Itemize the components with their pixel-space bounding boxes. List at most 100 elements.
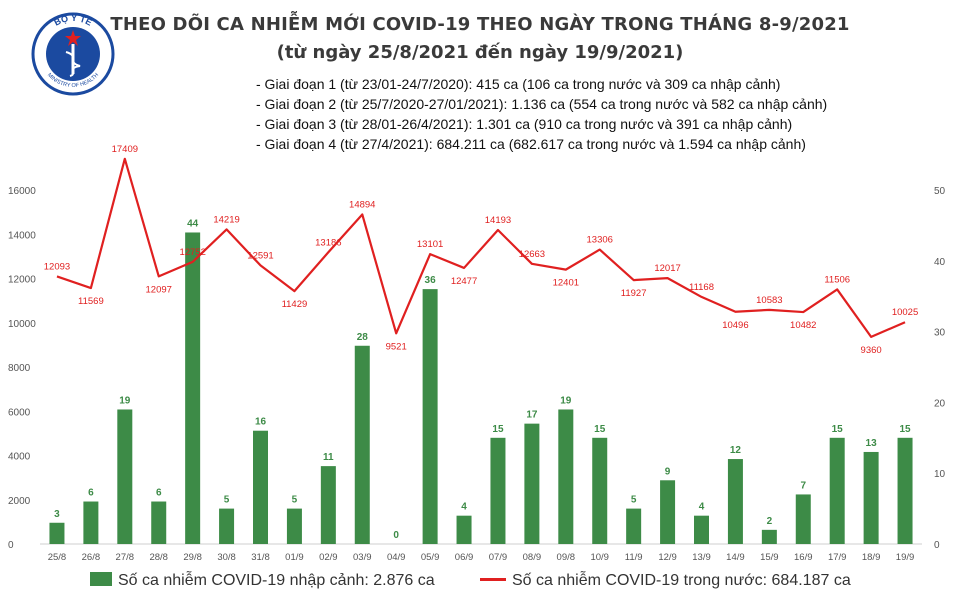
bar-imported-cases: [829, 437, 845, 544]
legend-line-swatch: [480, 578, 506, 581]
line-data-label: 12097: [146, 284, 172, 295]
phase-line: - Giai đoạn 2 (từ 25/7/2020-27/01/2021):…: [256, 96, 828, 112]
line-data-label: 11506: [824, 274, 850, 285]
bar-imported-cases: [151, 501, 167, 544]
x-tick-label: 30/8: [217, 552, 236, 563]
bar-data-label: 5: [224, 495, 230, 506]
x-tick-label: 27/8: [116, 552, 135, 563]
y-right-tick-label: 0: [934, 540, 940, 551]
bar-imported-cases: [897, 437, 913, 544]
y-left-tick-label: 4000: [8, 452, 31, 463]
x-tick-label: 14/9: [726, 552, 745, 563]
y-left-tick-label: 10000: [8, 319, 36, 330]
bar-imported-cases: [626, 508, 642, 544]
bar-data-label: 15: [594, 424, 606, 435]
line-data-label: 12477: [451, 276, 477, 287]
phase-summary: - Giai đoạn 1 (từ 23/01-24/7/2020): 415 …: [256, 74, 827, 154]
bar-data-label: 17: [526, 410, 538, 421]
x-tick-label: 29/8: [183, 552, 202, 563]
line-data-label: 14219: [213, 214, 239, 225]
bar-data-label: 4: [699, 502, 705, 513]
bar-imported-cases: [83, 501, 99, 544]
line-data-label: 11429: [282, 299, 308, 310]
bar-imported-cases: [185, 232, 201, 545]
bar-imported-cases: [49, 522, 65, 544]
line-data-label: 10482: [790, 320, 816, 331]
line-data-label: 10025: [892, 307, 918, 318]
line-data-label: 17409: [112, 144, 138, 155]
y-left-tick-label: 8000: [8, 363, 31, 374]
y-left-tick-label: 2000: [8, 496, 31, 507]
x-tick-label: 05/9: [421, 552, 440, 563]
line-data-label: 11927: [621, 288, 647, 299]
bar-data-label: 28: [357, 332, 369, 343]
bar-data-label: 5: [631, 495, 637, 506]
bar-imported-cases: [727, 459, 743, 544]
chart-subtitle: (từ ngày 25/8/2021 đến ngày 19/9/2021): [276, 42, 684, 63]
line-data-label: 12752: [179, 247, 205, 258]
legend-line-entry: Số ca nhiễm COVID-19 trong nước: 684.187…: [480, 572, 851, 590]
bar-imported-cases: [253, 430, 268, 544]
bar-imported-cases: [524, 423, 540, 544]
bar-data-label: 44: [187, 218, 199, 229]
x-tick-label: 02/9: [319, 552, 338, 563]
bar-data-label: 0: [393, 530, 399, 541]
bar-imported-cases: [694, 515, 709, 544]
line-data-label: 11168: [689, 282, 714, 293]
x-tick-label: 11/9: [625, 552, 643, 563]
line-data-label: 10583: [756, 295, 782, 306]
logo-top-text: BỘ Y TẾ: [52, 12, 93, 27]
x-tick-label: 01/9: [285, 552, 304, 563]
x-tick-label: 17/9: [828, 552, 847, 563]
y-right-tick-label: 30: [934, 328, 946, 339]
bar-data-label: 3: [54, 509, 60, 520]
bar-data-label: 12: [730, 445, 742, 456]
x-tick-label: 09/8: [557, 552, 576, 563]
x-tick-label: 18/9: [862, 552, 881, 563]
y-right-tick-label: 50: [934, 186, 946, 197]
bar-data-label: 4: [461, 502, 467, 513]
line-data-label: 12017: [654, 263, 680, 274]
bar-data-label: 15: [899, 424, 911, 435]
legend-bar-entry: Số ca nhiễm COVID-19 nhập cảnh: 2.876 ca: [90, 572, 435, 590]
line-data-label: 14894: [349, 199, 375, 210]
bar-data-label: 16: [255, 417, 267, 428]
bar-data-label: 9: [665, 466, 671, 477]
line-data-label: 12401: [553, 278, 579, 289]
bar-data-label: 5: [292, 495, 298, 506]
phase-line: - Giai đoạn 3 (từ 28/01-26/4/2021): 1.30…: [256, 116, 793, 132]
line-data-label: 14193: [485, 215, 511, 226]
bar-imported-cases: [320, 466, 336, 544]
y-left-tick-label: 14000: [8, 230, 36, 241]
line-data-label: 9521: [386, 341, 407, 352]
line-data-label: 13101: [417, 239, 443, 250]
bar-imported-cases: [761, 529, 777, 544]
x-tick-label: 06/9: [455, 552, 474, 563]
y-left-tick-label: 12000: [8, 275, 36, 286]
x-tick-label: 31/8: [251, 552, 270, 563]
line-data-label: 12591: [247, 250, 273, 261]
x-tick-label: 13/9: [692, 552, 711, 563]
x-tick-label: 15/9: [760, 552, 779, 563]
ministry-of-health-logo: BỘ Y TẾ MINISTRY OF HEALTH: [31, 12, 115, 96]
x-tick-label: 10/9: [590, 552, 609, 563]
bar-imported-cases: [422, 289, 438, 544]
legend-line-label: Số ca nhiễm COVID-19 trong nước: 684.187…: [512, 572, 851, 589]
x-tick-label: 25/8: [48, 552, 67, 563]
bar-data-label: 6: [88, 488, 94, 499]
bar-data-label: 2: [767, 516, 773, 527]
line-data-label: 13186: [315, 237, 341, 248]
bar-data-label: 15: [832, 424, 844, 435]
bar-imported-cases: [117, 409, 133, 544]
bar-data-label: 7: [800, 480, 806, 491]
bar-imported-cases: [592, 437, 608, 544]
y-right-tick-label: 40: [934, 257, 946, 268]
line-data-label: 12093: [44, 261, 70, 272]
y-right-tick-label: 20: [934, 398, 946, 409]
x-tick-label: 04/9: [387, 552, 406, 563]
y-right-tick-label: 10: [934, 469, 946, 480]
x-tick-label: 03/9: [353, 552, 372, 563]
line-data-label: 12663: [519, 249, 545, 260]
y-left-tick-label: 0: [8, 540, 14, 551]
